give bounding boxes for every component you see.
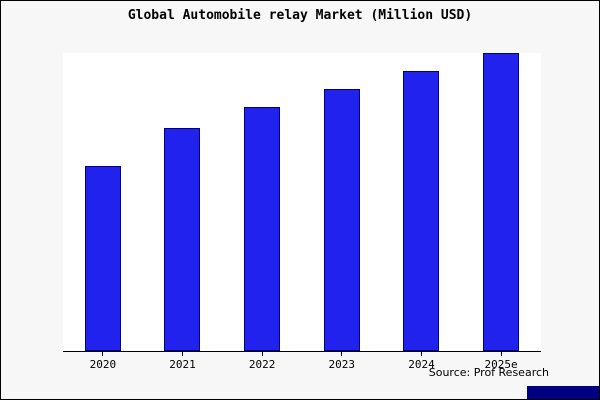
x-tick-label-2022: 2022 bbox=[241, 352, 283, 371]
bar-2021 bbox=[164, 127, 201, 351]
bar-2020 bbox=[84, 166, 121, 351]
bar-2023 bbox=[323, 88, 360, 351]
source-label: Source: Prof Research bbox=[428, 366, 549, 379]
tick-mark bbox=[181, 352, 183, 356]
tick-mark bbox=[341, 352, 343, 356]
bar-2025e bbox=[483, 53, 520, 351]
x-tick-label-2020: 2020 bbox=[82, 352, 124, 371]
tick-mark bbox=[500, 352, 502, 356]
chart-title: Global Automobile relay Market (Million … bbox=[127, 8, 473, 23]
plot-area bbox=[63, 53, 541, 352]
bars bbox=[63, 53, 541, 351]
brand-box bbox=[527, 386, 599, 399]
tick-mark bbox=[261, 352, 263, 356]
bar-2022 bbox=[244, 106, 281, 351]
bar-2024 bbox=[403, 70, 440, 351]
tick-mark bbox=[420, 352, 422, 356]
tick-mark bbox=[102, 352, 104, 356]
x-tick-label-2023: 2023 bbox=[321, 352, 363, 371]
x-tick-label-2024: 2024 bbox=[400, 352, 442, 371]
x-tick-label-2025e: 2025e bbox=[480, 352, 522, 371]
x-tick-label-2021: 2021 bbox=[161, 352, 203, 371]
x-axis-labels: 2020 2021 2022 2023 2024 2025e bbox=[63, 352, 541, 371]
